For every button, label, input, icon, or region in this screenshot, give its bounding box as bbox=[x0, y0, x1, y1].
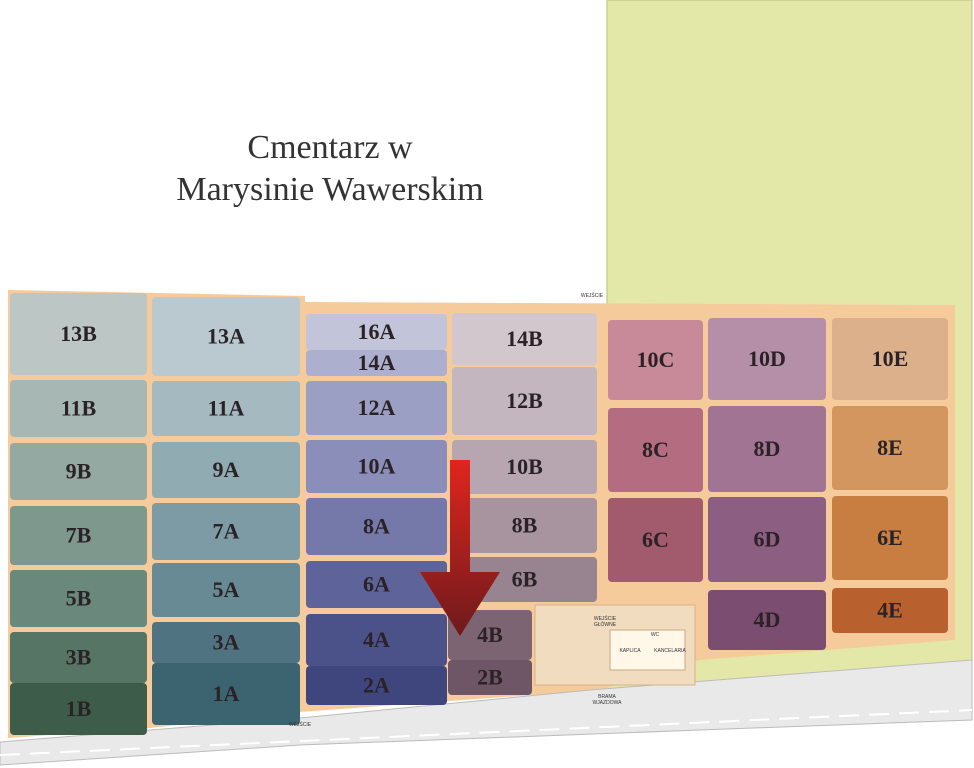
section bbox=[152, 663, 300, 725]
section-label: 4B bbox=[477, 622, 503, 647]
small-label: WC bbox=[651, 632, 660, 638]
road-line bbox=[0, 709, 973, 756]
section bbox=[448, 660, 532, 695]
chapel-building bbox=[609, 629, 686, 671]
section bbox=[708, 406, 826, 492]
section-label: 9B bbox=[66, 459, 92, 484]
section bbox=[832, 496, 948, 580]
section bbox=[10, 632, 147, 683]
section-label: 13B bbox=[60, 321, 97, 346]
section-label: 10C bbox=[637, 347, 675, 372]
section-label: 8B bbox=[512, 513, 538, 538]
section bbox=[832, 406, 948, 490]
section-label: 14B bbox=[506, 326, 543, 351]
section-label: 12B bbox=[506, 388, 543, 413]
arrow bbox=[420, 460, 500, 636]
section-label: 16A bbox=[358, 319, 396, 344]
small-label: KANCELARIA bbox=[654, 648, 686, 654]
section bbox=[832, 318, 948, 400]
title-line: Marysinie Wawerskim bbox=[176, 171, 483, 208]
section-label: 6D bbox=[754, 527, 781, 552]
section-label: 8D bbox=[754, 436, 781, 461]
section bbox=[608, 498, 703, 582]
section-label: 6B bbox=[512, 567, 538, 592]
small-label: WEJŚCIE bbox=[594, 614, 617, 622]
section-label: 8E bbox=[877, 435, 903, 460]
section bbox=[608, 320, 703, 400]
section bbox=[152, 563, 300, 617]
section bbox=[152, 503, 300, 560]
section bbox=[10, 293, 147, 375]
section-label: 9A bbox=[213, 457, 240, 482]
section bbox=[452, 440, 597, 494]
section bbox=[452, 367, 597, 435]
section-label: 1B bbox=[66, 696, 92, 721]
section bbox=[452, 498, 597, 553]
section-label: 14A bbox=[358, 350, 396, 375]
section bbox=[306, 381, 447, 435]
section-label: 6C bbox=[642, 527, 669, 552]
section bbox=[152, 297, 300, 376]
section-label: 12A bbox=[358, 395, 396, 420]
section bbox=[10, 683, 147, 735]
small-label: GŁÓWNE bbox=[594, 621, 617, 628]
section-label: 4E bbox=[877, 598, 903, 623]
small-label: BRAMA bbox=[598, 694, 616, 700]
section bbox=[708, 318, 826, 400]
section bbox=[708, 590, 826, 650]
small-label: WJAZDOWA bbox=[593, 700, 623, 706]
section-label: 5A bbox=[213, 577, 240, 602]
section-label: 8C bbox=[642, 437, 669, 462]
section-label: 10E bbox=[872, 346, 909, 371]
section-label: 2A bbox=[363, 673, 390, 698]
section-label: 13A bbox=[207, 324, 245, 349]
section bbox=[452, 313, 597, 365]
section-label: 6A bbox=[363, 572, 390, 597]
section-label: 3A bbox=[213, 630, 240, 655]
section-label: 7B bbox=[66, 523, 92, 548]
small-label: KAPLICA bbox=[619, 648, 641, 654]
title-line: Cmentarz w bbox=[247, 129, 413, 166]
section-label: 11A bbox=[208, 396, 245, 421]
section bbox=[306, 440, 447, 493]
section-label: 1A bbox=[213, 681, 240, 706]
section-label: 3B bbox=[66, 645, 92, 670]
section bbox=[708, 497, 826, 582]
section-label: 4D bbox=[754, 607, 781, 632]
section-label: 10A bbox=[358, 454, 396, 479]
section-label: 2B bbox=[477, 665, 503, 690]
section bbox=[152, 442, 300, 498]
section bbox=[306, 561, 447, 608]
section-label: 11B bbox=[61, 396, 97, 421]
section-label: 4A bbox=[363, 627, 390, 652]
section-label: 10D bbox=[748, 346, 786, 371]
section bbox=[448, 610, 532, 660]
section bbox=[10, 506, 147, 565]
section bbox=[832, 588, 948, 633]
road bbox=[0, 659, 973, 766]
section bbox=[152, 622, 300, 663]
sections: 13B 11B 9B 7B 5B 3B 1B 13A 11A 9A 7A 5A 3A 1A 16A 14A 12… bbox=[10, 293, 948, 735]
section bbox=[306, 614, 447, 666]
small-label: WEJŚCIE bbox=[581, 291, 604, 299]
section bbox=[608, 408, 703, 492]
section bbox=[306, 350, 447, 376]
section bbox=[10, 443, 147, 500]
section bbox=[10, 570, 147, 627]
section bbox=[306, 666, 447, 705]
section-label: 8A bbox=[363, 514, 390, 539]
section bbox=[10, 380, 147, 437]
section-label: 6E bbox=[877, 525, 903, 550]
section-label: 5B bbox=[66, 586, 92, 611]
section-label: 10B bbox=[506, 454, 543, 479]
section bbox=[306, 498, 447, 555]
section-label: 7A bbox=[213, 519, 240, 544]
small-label: WEJŚCIE bbox=[289, 720, 312, 728]
section bbox=[152, 381, 300, 436]
section bbox=[306, 314, 447, 350]
